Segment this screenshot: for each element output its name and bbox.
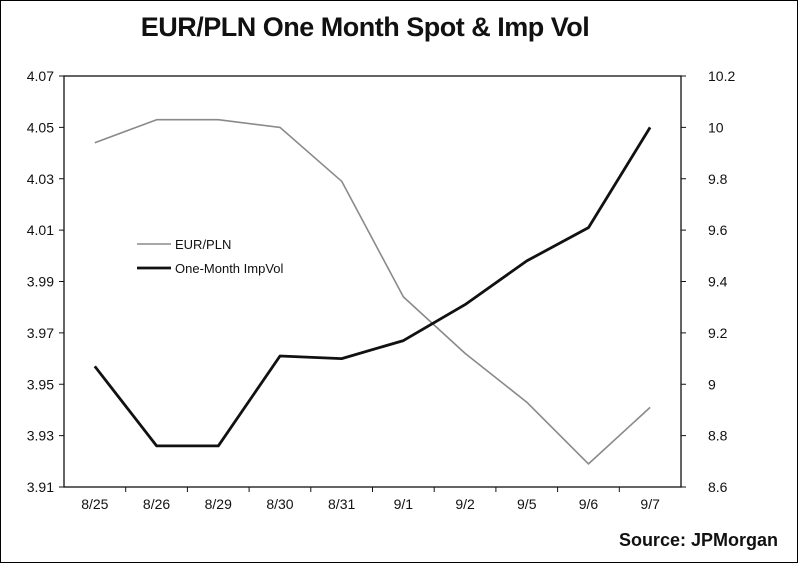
x-tick-label: 8/26 xyxy=(143,496,170,512)
x-tick-label: 8/25 xyxy=(81,496,108,512)
right-tick-label: 8.6 xyxy=(708,479,728,495)
left-tick-label: 3.91 xyxy=(27,479,54,495)
source-note: Source: JPMorgan xyxy=(619,530,778,551)
chart-title: EUR/PLN One Month Spot & Imp Vol xyxy=(140,12,590,42)
x-tick-label: 9/5 xyxy=(517,496,537,512)
left-tick-label: 3.93 xyxy=(27,428,54,444)
right-tick-label: 10 xyxy=(708,119,724,135)
x-tick-label: 8/30 xyxy=(266,496,293,512)
x-tick-label: 9/6 xyxy=(579,496,599,512)
left-tick-label: 4.05 xyxy=(27,119,54,135)
right-tick-label: 9.8 xyxy=(708,171,728,187)
source-name: JPMorgan xyxy=(690,530,778,550)
left-tick-label: 3.97 xyxy=(27,325,54,341)
left-tick-label: 4.07 xyxy=(27,68,54,84)
series-line-imp-vol xyxy=(93,126,652,448)
x-tick-label: 8/31 xyxy=(328,496,355,512)
right-tick-label: 8.8 xyxy=(708,428,728,444)
right-tick-label: 9.6 xyxy=(708,222,728,238)
left-tick-label: 4.03 xyxy=(27,171,54,187)
source-label: Source: xyxy=(618,530,686,550)
legend-label: EUR/PLN xyxy=(175,237,231,252)
left-tick-label: 3.95 xyxy=(27,376,54,392)
right-tick-label: 9.4 xyxy=(708,274,728,290)
x-tick-label: 9/2 xyxy=(455,496,475,512)
left-tick-label: 4.01 xyxy=(27,222,54,238)
right-tick-label: 9.2 xyxy=(708,325,728,341)
x-tick-label: 8/29 xyxy=(205,496,232,512)
x-tick-label: 9/1 xyxy=(394,496,414,512)
right-tick-label: 9 xyxy=(708,376,716,392)
plot-area xyxy=(63,75,682,488)
x-tick-label: 9/7 xyxy=(640,496,660,512)
legend-label: One-Month ImpVol xyxy=(175,261,283,276)
right-tick-label: 10.2 xyxy=(708,68,735,84)
left-tick-label: 3.99 xyxy=(27,274,54,290)
series-line-eur-pln xyxy=(94,118,651,465)
